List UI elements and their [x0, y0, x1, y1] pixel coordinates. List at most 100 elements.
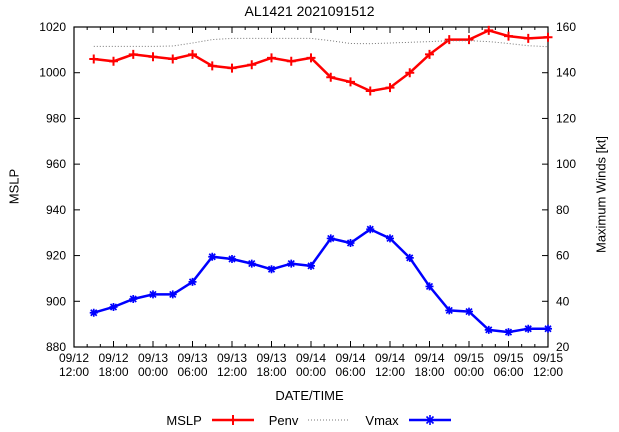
plus-marker-icon — [523, 33, 533, 43]
plus-marker-icon — [227, 63, 237, 73]
y-tick-label: 880 — [46, 340, 66, 354]
plus-marker-icon — [148, 52, 158, 62]
asterisk-marker-icon — [405, 253, 414, 262]
asterisk-marker-icon — [424, 415, 435, 425]
series-mslp — [89, 25, 553, 96]
plus-marker-icon — [405, 68, 415, 78]
asterisk-marker-icon — [504, 328, 513, 337]
plus-marker-icon — [385, 83, 395, 93]
asterisk-marker-icon — [544, 324, 552, 333]
asterisk-marker-icon — [524, 324, 533, 333]
plus-marker-icon — [425, 49, 434, 59]
plus-marker-icon — [326, 72, 336, 82]
x-tick-label-time: 06:00 — [493, 365, 523, 379]
plus-marker-icon — [306, 53, 316, 63]
asterisk-marker-icon — [129, 295, 138, 303]
legend-item-mslp: MSLP — [166, 413, 255, 428]
asterisk-marker-icon — [287, 259, 296, 268]
plus-marker-icon — [109, 56, 118, 66]
asterisk-marker-icon — [247, 259, 256, 268]
y-tick-label: 940 — [46, 203, 66, 217]
y2-tick-label: 40 — [556, 294, 570, 308]
y2-axis-label: Maximum Winds [kt] — [593, 136, 609, 254]
legend-label-penv: Penv — [268, 412, 299, 428]
legend-label-vmax: Vmax — [365, 412, 399, 428]
x-tick-label-time: 18:00 — [414, 365, 444, 379]
legend-sample-mslp — [211, 415, 254, 425]
asterisk-marker-icon — [366, 225, 375, 234]
series-line — [93, 37, 549, 48]
legend-item-penv: Penv — [269, 413, 353, 428]
plus-marker-icon — [207, 61, 217, 71]
x-tick-label-time: 00:00 — [296, 365, 326, 379]
legend: MSLP Penv Vmax — [0, 411, 619, 429]
legend-sample-penv — [308, 419, 351, 421]
asterisk-marker-icon — [326, 234, 335, 243]
x-tick-label-date: 09/14 — [414, 351, 444, 365]
plus-marker-icon — [484, 25, 494, 35]
y2-tick-label: 120 — [556, 111, 576, 125]
plus-marker-icon — [543, 32, 553, 42]
plus-marker-icon — [444, 35, 454, 45]
asterisk-marker-icon — [267, 265, 276, 274]
x-tick-label-time: 06:00 — [177, 365, 207, 379]
x-tick-label-date: 09/14 — [375, 351, 405, 365]
y-tick-label: 920 — [46, 249, 66, 263]
x-tick-label-date: 09/12 — [98, 351, 128, 365]
plus-marker-icon — [227, 415, 238, 425]
y2-tick-label: 140 — [556, 66, 576, 80]
y2-tick-label: 60 — [556, 249, 570, 263]
asterisk-marker-icon — [307, 261, 315, 270]
asterisk-marker-icon — [346, 239, 355, 247]
chart-title: AL1421 2021091512 — [244, 3, 375, 19]
plus-marker-icon — [346, 77, 355, 87]
asterisk-marker-icon — [465, 307, 473, 316]
plus-marker-icon — [464, 35, 474, 45]
asterisk-marker-icon — [168, 290, 177, 299]
x-tick-label-date: 09/13 — [177, 351, 207, 365]
asterisk-marker-icon — [386, 234, 394, 243]
x-tick-label-time: 12:00 — [533, 365, 563, 379]
asterisk-marker-icon — [228, 255, 236, 263]
series-penv — [93, 37, 549, 48]
x-tick-label-date: 09/15 — [493, 351, 523, 365]
y-tick-label: 980 — [46, 111, 66, 125]
x-tick-label-date: 09/13 — [256, 351, 286, 365]
legend-item-vmax: Vmax — [365, 413, 452, 428]
plus-marker-icon — [89, 54, 99, 64]
x-tick-label-date: 09/14 — [296, 351, 326, 365]
y-tick-label: 960 — [46, 157, 66, 171]
y2-tick-label: 20 — [556, 340, 570, 354]
x-tick-label-date: 09/12 — [59, 351, 89, 365]
y-tick-label: 900 — [46, 294, 66, 308]
x-tick-label-time: 12:00 — [375, 365, 405, 379]
y2-tick-label: 160 — [556, 20, 576, 34]
x-tick-label-time: 00:00 — [454, 365, 484, 379]
y-axis-label: MSLP — [6, 168, 22, 205]
x-tick-label-date: 09/15 — [533, 351, 563, 365]
plus-marker-icon — [168, 54, 178, 64]
legend-sample-vmax — [408, 415, 451, 425]
y2-tick-label: 80 — [556, 203, 570, 217]
plus-marker-icon — [286, 56, 296, 66]
asterisk-marker-icon — [149, 290, 157, 299]
asterisk-marker-icon — [109, 303, 118, 311]
asterisk-marker-icon — [188, 277, 197, 286]
x-tick-label-time: 06:00 — [335, 365, 365, 379]
legend-label-mslp: MSLP — [166, 412, 202, 428]
axes: 1020 1000 980 960 940 920 900 880 160 140 120 100 80… — [39, 20, 576, 379]
x-tick-label-time: 18:00 — [256, 365, 286, 379]
x-tick-label-date: 09/14 — [335, 351, 365, 365]
series-line — [93, 227, 548, 334]
x-tick-label-time: 12:00 — [59, 365, 89, 379]
plus-marker-icon — [247, 60, 257, 70]
x-tick-label-time: 18:00 — [98, 365, 128, 379]
y-tick-label: 1020 — [39, 20, 66, 34]
x-tick-label-time: 12:00 — [217, 365, 247, 379]
plus-marker-icon — [365, 86, 375, 96]
plot-border — [73, 26, 549, 348]
plus-marker-icon — [504, 31, 513, 41]
x-tick-label-date: 09/13 — [217, 351, 247, 365]
